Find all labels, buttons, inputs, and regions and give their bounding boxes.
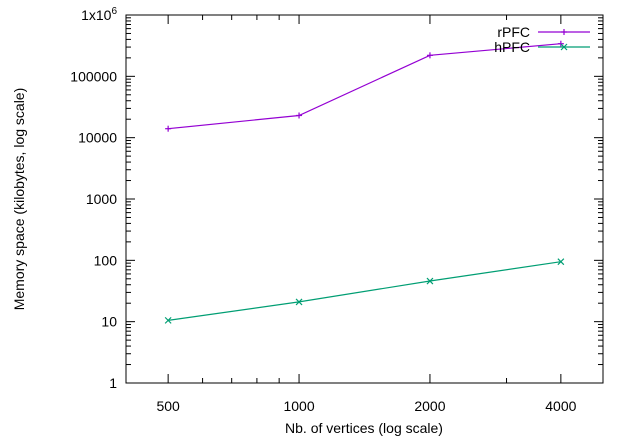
y-tick-label: 10 xyxy=(101,314,117,330)
y-tick-label: 1 xyxy=(109,375,117,391)
data-point-hpfc xyxy=(295,298,303,306)
x-tick-label: 500 xyxy=(156,398,180,414)
x-tick-label: 4000 xyxy=(545,398,576,414)
x-tick-labels: 500 1000 2000 4000 xyxy=(156,398,576,414)
y-tick-label: 1000 xyxy=(86,191,117,207)
data-point-rpfc xyxy=(296,112,303,119)
legend-marker-hpfc xyxy=(560,43,568,51)
y-tick-label-exponent: 6 xyxy=(111,6,117,17)
y-tick-label: 10000 xyxy=(78,130,117,146)
x-tick-label: 1000 xyxy=(283,398,314,414)
series-line-hpfc xyxy=(168,261,561,321)
y-tick-label: 100 xyxy=(94,252,118,268)
data-point-hpfc xyxy=(557,258,565,266)
data-point-hpfc xyxy=(426,277,434,285)
data-point-rpfc xyxy=(426,52,433,59)
y-tick-label: 100000 xyxy=(70,68,117,84)
y-tick-label: 1x106 xyxy=(81,6,117,23)
data-point-hpfc xyxy=(164,316,172,324)
plot-frame xyxy=(125,14,604,384)
x-axis-title: Nb. of vertices (log scale) xyxy=(285,420,443,436)
axis-ticks xyxy=(125,14,604,384)
y-axis-title: Memory space (kilobytes, log scale) xyxy=(11,88,27,311)
series-layer xyxy=(164,40,565,324)
legend-label-rpfc: rPFC xyxy=(497,24,530,40)
data-point-rpfc xyxy=(557,40,564,47)
legend-label-hpfc: hPFC xyxy=(494,39,530,55)
legend-marker-rpfc xyxy=(561,29,567,35)
data-point-rpfc xyxy=(165,125,172,132)
y-tick-labels: 1 10 100 1000 10000 100000 1x106 xyxy=(70,6,117,391)
series-line-rpfc xyxy=(168,43,561,130)
x-tick-label: 2000 xyxy=(414,398,445,414)
